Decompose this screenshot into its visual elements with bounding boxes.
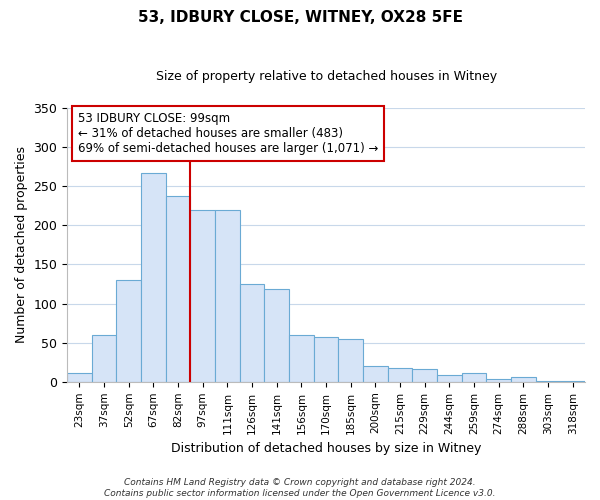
Bar	[314, 337, 338, 382]
Bar	[116, 280, 141, 382]
Bar	[190, 210, 215, 382]
Bar	[166, 196, 190, 382]
Bar	[338, 339, 363, 382]
Bar	[289, 335, 314, 382]
Bar	[141, 173, 166, 382]
X-axis label: Distribution of detached houses by size in Witney: Distribution of detached houses by size …	[171, 442, 481, 455]
Bar	[265, 290, 289, 382]
Bar	[412, 370, 437, 382]
Bar	[462, 373, 487, 382]
Bar	[511, 377, 536, 382]
Text: Contains HM Land Registry data © Crown copyright and database right 2024.
Contai: Contains HM Land Registry data © Crown c…	[104, 478, 496, 498]
Y-axis label: Number of detached properties: Number of detached properties	[15, 146, 28, 344]
Bar	[560, 381, 585, 382]
Bar	[487, 378, 511, 382]
Bar	[437, 375, 462, 382]
Bar	[240, 284, 265, 382]
Bar	[363, 366, 388, 382]
Bar	[67, 373, 92, 382]
Text: 53, IDBURY CLOSE, WITNEY, OX28 5FE: 53, IDBURY CLOSE, WITNEY, OX28 5FE	[137, 10, 463, 25]
Bar	[215, 210, 240, 382]
Bar	[388, 368, 412, 382]
Bar	[92, 335, 116, 382]
Text: 53 IDBURY CLOSE: 99sqm
← 31% of detached houses are smaller (483)
69% of semi-de: 53 IDBURY CLOSE: 99sqm ← 31% of detached…	[77, 112, 378, 155]
Bar	[536, 381, 560, 382]
Title: Size of property relative to detached houses in Witney: Size of property relative to detached ho…	[155, 70, 497, 83]
